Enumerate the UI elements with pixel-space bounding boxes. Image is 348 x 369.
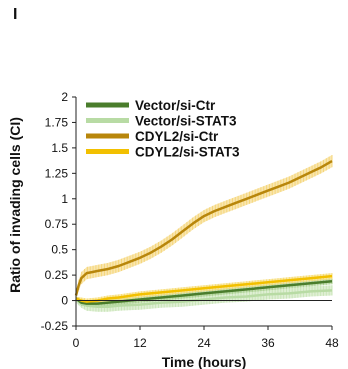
y-tick-label: 1.5 xyxy=(51,141,68,155)
x-tick-label: 36 xyxy=(261,336,275,350)
legend-label: CDYL2/si-STAT3 xyxy=(135,145,240,160)
y-tick-label: -0.25 xyxy=(41,319,69,333)
y-tick-label: 0.25 xyxy=(45,268,69,282)
legend-label: Vector/si-Ctr xyxy=(135,98,216,113)
y-tick-label: 0.75 xyxy=(45,217,69,231)
y-tick-label: 0.5 xyxy=(51,243,68,257)
legend-label: CDYL2/si-Ctr xyxy=(135,129,219,144)
legend: Vector/si-CtrVector/si-STAT3CDYL2/si-Ctr… xyxy=(86,98,240,160)
panel-label: I xyxy=(13,6,18,23)
y-ticks: 2 1.75 1.5 1.25 1 0.75 0.5 0.25 0 -0.25 xyxy=(41,90,76,333)
series-lines xyxy=(74,160,333,308)
y-tick-label: 1.75 xyxy=(45,115,69,129)
y-tick-label: 1 xyxy=(61,192,68,206)
y-axis-title: Ratio of invading cells (CI) xyxy=(7,117,23,293)
x-axis-title: Time (hours) xyxy=(162,354,247,369)
y-tick-label: 2 xyxy=(61,90,68,104)
x-tick-label: 0 xyxy=(73,336,80,350)
y-tick-label: 0 xyxy=(61,294,68,308)
legend-label: Vector/si-STAT3 xyxy=(135,114,237,129)
x-ticks: 0 12 24 36 48 xyxy=(73,326,339,350)
series-line xyxy=(75,279,333,305)
x-tick-label: 24 xyxy=(197,336,211,350)
series-line xyxy=(75,289,333,308)
series-line xyxy=(75,274,333,303)
x-tick-label: 48 xyxy=(325,336,339,350)
y-tick-label: 1.25 xyxy=(45,166,69,180)
series-line xyxy=(74,160,333,296)
x-tick-label: 12 xyxy=(133,336,147,350)
